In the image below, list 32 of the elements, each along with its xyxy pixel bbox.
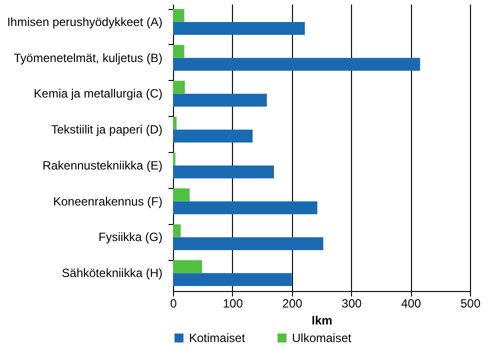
bar <box>173 58 420 71</box>
y-tick-label: Rakennustekniikka (E) <box>42 158 162 172</box>
bar <box>173 165 274 178</box>
bar <box>173 9 184 22</box>
y-tick-label: Fysiikka (G) <box>98 230 162 244</box>
y-tick-label: Koneenrakennus (F) <box>53 194 162 208</box>
x-tick-label: 300 <box>342 296 362 310</box>
bar <box>173 94 267 107</box>
bar <box>173 22 305 35</box>
bar <box>173 80 185 94</box>
bar <box>173 260 202 274</box>
x-tick-label: 500 <box>460 296 481 310</box>
legend-label: Ulkomaiset <box>292 331 352 345</box>
bar <box>173 273 292 286</box>
bar <box>173 188 190 202</box>
x-axis-title: lkm <box>312 314 332 328</box>
x-tick-label: 100 <box>222 296 244 310</box>
bar <box>173 44 184 58</box>
y-tick-label: Tekstiilit ja paperi (D) <box>51 122 162 137</box>
y-tick-label: Ihmisen perushyödykkeet (A) <box>7 14 162 29</box>
x-tick-label: 400 <box>401 296 422 310</box>
bar <box>173 224 181 238</box>
x-tick-label: 200 <box>282 296 303 310</box>
y-tick-label: Kemia ja metallurgia (C) <box>34 86 162 101</box>
x-tick-label: 0 <box>170 296 178 310</box>
y-tick-label: Sähkötekniikka (H) <box>62 266 162 280</box>
bar <box>173 201 318 214</box>
legend-label: Kotimaiset <box>189 331 246 345</box>
y-tick-label: Työmenetelmät, kuljetus (B) <box>14 50 162 65</box>
bar <box>173 130 253 142</box>
bar <box>173 237 324 250</box>
bar <box>173 116 177 130</box>
